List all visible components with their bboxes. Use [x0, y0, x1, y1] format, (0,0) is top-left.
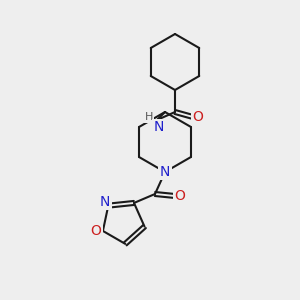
Text: H: H: [145, 112, 153, 122]
Text: N: N: [154, 120, 164, 134]
Text: O: O: [175, 189, 185, 203]
Text: N: N: [160, 165, 170, 179]
Text: N: N: [100, 195, 110, 209]
Text: O: O: [193, 110, 203, 124]
Text: O: O: [91, 224, 101, 238]
